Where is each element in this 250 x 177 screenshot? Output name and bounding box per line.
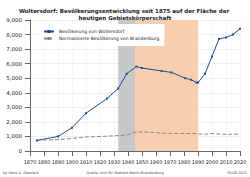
svg-text:Normalisierte Bevölkerung von: Normalisierte Bevölkerung von Brandenbur… bbox=[59, 36, 159, 41]
svg-text:1950: 1950 bbox=[136, 159, 149, 165]
svg-text:1870: 1870 bbox=[24, 159, 37, 165]
svg-text:2,000: 2,000 bbox=[6, 119, 22, 125]
svg-text:2010: 2010 bbox=[220, 159, 233, 165]
svg-text:4,000: 4,000 bbox=[6, 90, 22, 96]
svg-text:heutigen Gebietskörperschaft: heutigen Gebietskörperschaft bbox=[79, 15, 172, 22]
svg-text:6,000: 6,000 bbox=[6, 61, 22, 67]
svg-text:1990: 1990 bbox=[192, 159, 205, 165]
svg-text:1960: 1960 bbox=[150, 159, 163, 165]
svg-text:8,000: 8,000 bbox=[6, 32, 22, 38]
svg-text:5,000: 5,000 bbox=[6, 75, 22, 81]
svg-text:3,000: 3,000 bbox=[6, 104, 22, 110]
svg-text:0: 0 bbox=[19, 148, 23, 154]
svg-text:1890: 1890 bbox=[52, 159, 65, 165]
svg-text:1910: 1910 bbox=[80, 159, 93, 165]
svg-text:1940: 1940 bbox=[122, 159, 135, 165]
svg-text:Quelle: Amt für Statistik Berl: Quelle: Amt für Statistik Berlin-Branden… bbox=[86, 171, 163, 175]
svg-text:2020: 2020 bbox=[234, 159, 247, 165]
svg-text:1920: 1920 bbox=[94, 159, 107, 165]
svg-text:7,000: 7,000 bbox=[6, 46, 22, 52]
svg-text:30.08.2021: 30.08.2021 bbox=[227, 171, 247, 175]
svg-text:1880: 1880 bbox=[38, 159, 51, 165]
svg-text:1980: 1980 bbox=[178, 159, 191, 165]
svg-text:1930: 1930 bbox=[108, 159, 121, 165]
svg-text:by Hans G. Oberlack: by Hans G. Oberlack bbox=[3, 171, 40, 175]
svg-text:1,000: 1,000 bbox=[6, 133, 22, 139]
svg-text:1970: 1970 bbox=[164, 159, 177, 165]
svg-text:9,000: 9,000 bbox=[6, 17, 22, 23]
svg-text:1900: 1900 bbox=[66, 159, 79, 165]
svg-text:Bevölkerung von Woltersdorf: Bevölkerung von Woltersdorf bbox=[59, 29, 125, 34]
svg-text:2000: 2000 bbox=[206, 159, 219, 165]
svg-text:Woltersdorf: Bevölkerungsentwi: Woltersdorf: Bevölkerungsentwicklung sei… bbox=[19, 8, 231, 15]
